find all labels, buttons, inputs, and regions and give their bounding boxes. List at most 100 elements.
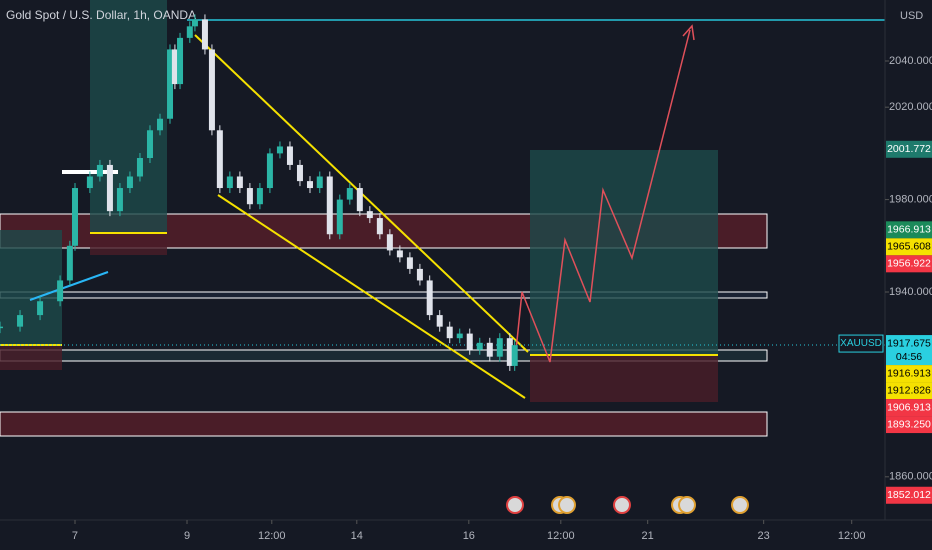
candle bbox=[456, 333, 463, 339]
level-zone bbox=[0, 291, 768, 299]
chart-title: Gold Spot / U.S. Dollar, 1h, OANDA bbox=[6, 8, 196, 22]
countdown: 04:56 bbox=[896, 351, 922, 363]
candle bbox=[226, 176, 233, 189]
candle bbox=[276, 146, 283, 154]
price-tag bbox=[886, 382, 932, 400]
candle bbox=[37, 301, 44, 316]
price-tag bbox=[886, 486, 932, 504]
candle bbox=[246, 188, 253, 205]
candle bbox=[17, 315, 24, 327]
y-tick-label: 2040.000 bbox=[889, 55, 932, 67]
price-tag bbox=[886, 238, 932, 256]
candle bbox=[116, 188, 123, 212]
candle bbox=[466, 333, 473, 350]
x-tick-label: 16 bbox=[463, 530, 475, 542]
price-tag-label: 1965.608 bbox=[887, 241, 931, 253]
candle bbox=[296, 164, 303, 182]
x-tick-label: 12:00 bbox=[258, 530, 286, 542]
x-tick-label: 12:00 bbox=[547, 530, 575, 542]
candle bbox=[136, 158, 143, 177]
currency: USD bbox=[900, 10, 923, 22]
candle bbox=[326, 176, 333, 235]
event-icon bbox=[558, 496, 576, 514]
candle bbox=[201, 19, 208, 50]
candle bbox=[256, 188, 263, 205]
price-tag bbox=[886, 416, 932, 434]
forecast-arrowhead bbox=[682, 24, 695, 41]
candle bbox=[476, 342, 483, 350]
price-tag bbox=[886, 399, 932, 417]
drawings bbox=[0, 0, 885, 437]
candle bbox=[236, 176, 243, 189]
candle bbox=[511, 345, 518, 366]
candle bbox=[416, 268, 423, 281]
y-tick-label: 1980.000 bbox=[889, 193, 932, 205]
candle bbox=[146, 130, 153, 159]
candle bbox=[446, 326, 453, 339]
candle bbox=[506, 338, 513, 366]
candle bbox=[376, 218, 383, 235]
x-tick-label: 21 bbox=[642, 530, 654, 542]
candle bbox=[486, 342, 493, 357]
stop-box bbox=[90, 233, 167, 255]
x-tick-label: 23 bbox=[758, 530, 770, 542]
x-tick-label: 12:00 bbox=[838, 530, 866, 542]
symbol-label: XAUUSD bbox=[840, 338, 882, 349]
x-tick-label: 7 bbox=[72, 530, 78, 542]
price-tag bbox=[886, 365, 932, 383]
candle bbox=[266, 153, 273, 189]
price-tag-label: 1966.913 bbox=[887, 224, 931, 236]
candle bbox=[106, 164, 113, 212]
candle bbox=[336, 199, 343, 235]
candle bbox=[171, 49, 178, 85]
candle bbox=[496, 338, 503, 357]
candle bbox=[191, 19, 198, 27]
trend-line bbox=[29, 271, 109, 301]
candle bbox=[57, 280, 64, 302]
price-tag bbox=[886, 335, 932, 366]
price-tag bbox=[886, 221, 932, 239]
wedge-line bbox=[217, 194, 526, 399]
candle bbox=[71, 188, 78, 246]
candle bbox=[436, 315, 443, 327]
plot bbox=[0, 14, 518, 371]
candle bbox=[216, 130, 223, 189]
candle bbox=[306, 181, 313, 189]
stop-box bbox=[0, 345, 62, 370]
event-icon bbox=[678, 496, 696, 514]
candle bbox=[366, 211, 373, 219]
event-icon bbox=[506, 496, 524, 514]
stop-box bbox=[530, 355, 718, 402]
x-tick-label: 14 bbox=[351, 530, 363, 542]
price-tag-label: 1916.913 bbox=[887, 367, 931, 379]
target-box bbox=[90, 0, 167, 233]
target-box bbox=[0, 230, 62, 345]
price-tag-label: 1852.012 bbox=[887, 489, 931, 501]
candle bbox=[396, 250, 403, 258]
candle bbox=[208, 49, 215, 131]
candle bbox=[126, 176, 133, 189]
candle bbox=[0, 326, 3, 329]
y-tick-label: 1940.000 bbox=[889, 286, 932, 298]
symbol-tag bbox=[838, 334, 884, 353]
level-zone bbox=[0, 349, 768, 362]
price-tag-label: 1917.675 bbox=[887, 337, 931, 349]
candle bbox=[356, 188, 363, 212]
candle bbox=[177, 37, 184, 85]
candle bbox=[66, 245, 73, 281]
price-tag bbox=[886, 140, 932, 158]
candle bbox=[156, 118, 163, 131]
y-tick-label: 2020.000 bbox=[889, 101, 932, 113]
price-tag bbox=[886, 255, 932, 273]
event-icons bbox=[506, 496, 749, 514]
candle bbox=[406, 257, 413, 269]
candle bbox=[96, 164, 103, 177]
target-box bbox=[530, 150, 718, 355]
candle bbox=[426, 280, 433, 316]
price-tag-label: 1956.922 bbox=[887, 258, 931, 270]
event-icon bbox=[731, 496, 749, 514]
price-tag-label: 2001.772 bbox=[887, 143, 931, 155]
candle bbox=[316, 176, 323, 189]
price-tag-label: 1893.250 bbox=[887, 418, 931, 430]
